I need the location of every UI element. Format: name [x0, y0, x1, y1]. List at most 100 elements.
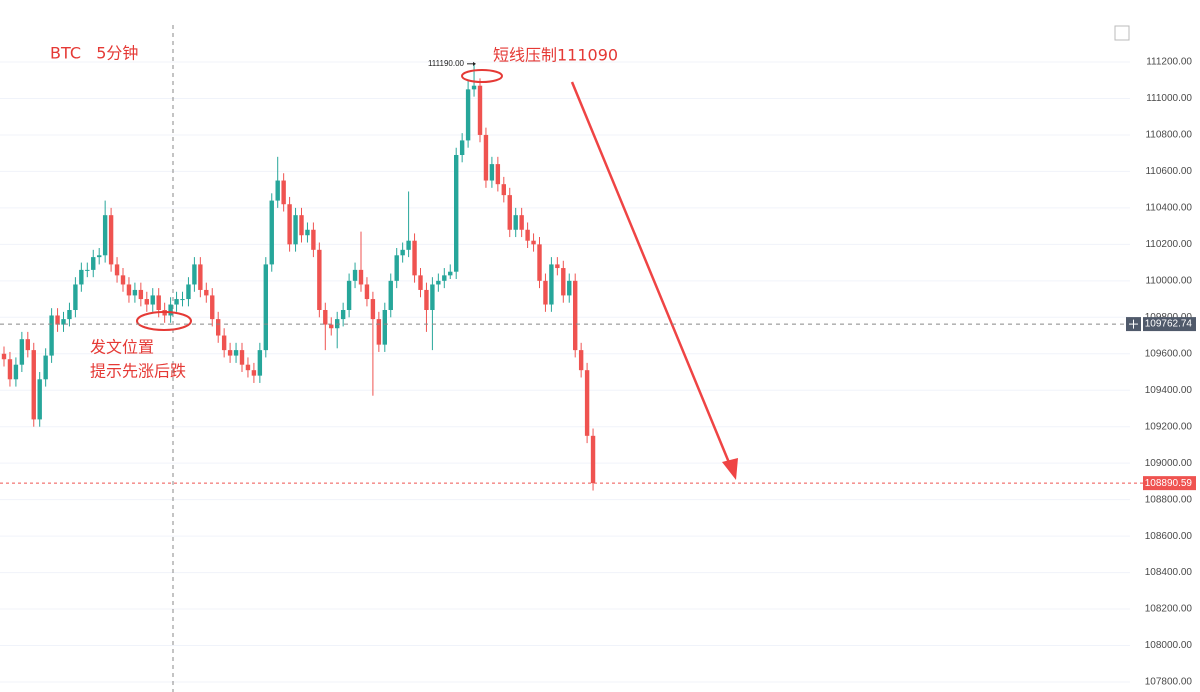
annotation: 发文位置	[90, 338, 154, 357]
y-tick-label: 111200.00	[1146, 57, 1192, 68]
candle-body	[198, 264, 203, 290]
chart-title: BTC 5分钟	[50, 44, 138, 63]
trend-arrow	[570, 81, 732, 466]
y-tick-label: 111000.00	[1146, 93, 1192, 104]
candle-body	[495, 164, 501, 185]
candle-body	[519, 215, 524, 230]
candle-body	[55, 315, 60, 325]
candle-body	[394, 255, 399, 281]
candle-body	[251, 370, 257, 376]
candle-body	[108, 215, 114, 265]
y-tick-label: 110200.00	[1145, 239, 1192, 250]
candle-body	[67, 310, 72, 320]
candle-body	[245, 364, 251, 371]
y-tick-label: 108200.00	[1145, 604, 1193, 615]
y-tick-label: 108400.00	[1145, 567, 1193, 578]
candle-body	[352, 269, 358, 281]
crosshair-price-box	[1143, 317, 1196, 332]
candle-body	[418, 275, 423, 290]
candle-body	[507, 195, 512, 230]
candle-body	[454, 155, 459, 272]
candle-body	[340, 310, 346, 320]
candle-body	[132, 289, 138, 296]
candle-body	[370, 299, 376, 320]
candle-body	[584, 370, 590, 436]
candle-body	[85, 269, 90, 271]
candle-body	[430, 284, 435, 310]
candle-body	[275, 180, 280, 201]
candle-body	[448, 271, 453, 276]
candle-body	[317, 249, 322, 310]
candle-body	[61, 319, 66, 325]
candle-body	[442, 275, 447, 281]
candle-body	[436, 280, 441, 285]
candle-body	[483, 134, 489, 181]
high-marker-arrow	[473, 61, 476, 66]
candle-body	[549, 264, 554, 305]
candle-body	[37, 379, 42, 420]
candle-body	[126, 284, 132, 296]
candle-body	[471, 85, 477, 90]
candle-body	[79, 269, 84, 285]
candle-body	[364, 284, 370, 300]
annotation: 提示先涨后跌	[90, 362, 186, 381]
candle-body	[513, 215, 518, 230]
candle-body	[31, 350, 36, 420]
y-tick-label: 109200.00	[1145, 421, 1193, 432]
candle-body	[400, 249, 405, 256]
candle-body	[346, 280, 352, 310]
y-tick-label: 110000.00	[1145, 275, 1192, 286]
candle-body	[257, 350, 263, 376]
candle-body	[221, 335, 227, 351]
candle-body	[7, 359, 13, 380]
candle-body	[49, 315, 54, 356]
candle-body	[358, 269, 364, 285]
candle-body	[501, 184, 506, 196]
candle-body	[376, 319, 382, 345]
candle-body	[305, 229, 310, 236]
candle-body	[412, 240, 417, 276]
candle-body	[555, 264, 560, 269]
candle-body	[329, 324, 334, 329]
candle-body	[204, 289, 209, 296]
candle-body	[465, 89, 471, 141]
candle-body	[573, 280, 578, 351]
candle-body	[144, 299, 149, 305]
candle-body	[323, 310, 328, 325]
candle-body	[102, 215, 108, 256]
candle-body	[311, 229, 316, 250]
candle-body	[537, 244, 542, 281]
candle-body	[489, 164, 495, 181]
candle-body	[388, 280, 393, 310]
y-tick-label: 108000.00	[1145, 640, 1193, 651]
y-tick-label: 110400.00	[1145, 203, 1192, 214]
y-tick-label: 110800.00	[1145, 130, 1192, 141]
last-price-label: 108890.59	[1145, 478, 1193, 489]
candle-body	[73, 284, 78, 310]
y-tick-label: 109600.00	[1145, 348, 1193, 359]
candle-body	[192, 264, 197, 285]
candle-body	[424, 289, 429, 310]
annotation: 短线压制111090	[493, 46, 618, 65]
candle-body	[293, 215, 298, 245]
candle-body	[525, 229, 530, 241]
candle-body	[97, 255, 102, 258]
candle-body	[263, 264, 268, 351]
high-marker-label: 111190.00	[428, 59, 465, 68]
candle-body	[156, 295, 161, 310]
candle-body	[477, 85, 483, 135]
candle-body	[227, 350, 233, 356]
candle-body	[43, 355, 48, 380]
fullscreen-icon[interactable]	[1114, 25, 1130, 41]
candle-body	[567, 280, 572, 296]
crosshair-price-label: 109762.74	[1145, 319, 1193, 330]
candle-body	[269, 200, 274, 265]
candle-body	[210, 295, 215, 320]
candle-body	[531, 240, 536, 245]
candle-body	[174, 299, 179, 305]
candle-body	[150, 295, 155, 305]
candle-body	[459, 140, 465, 155]
candle-body	[287, 204, 292, 245]
y-tick-label: 107800.00	[1145, 677, 1193, 688]
